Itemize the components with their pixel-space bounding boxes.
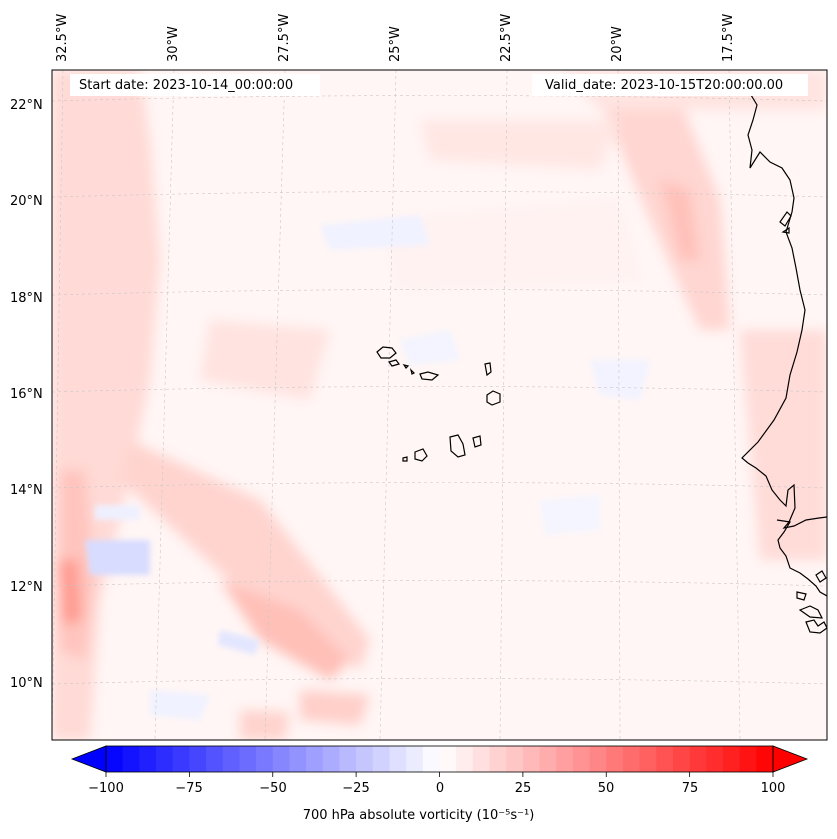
colorbar-label: 700 hPa absolute vorticity (10⁻⁵s⁻¹) (302, 808, 535, 823)
colorbar-bin (156, 746, 174, 772)
colorbar-bin (439, 746, 457, 772)
colorbar-bin (689, 746, 707, 772)
colorbar-bin (672, 746, 691, 772)
colorbar-bin (406, 746, 424, 772)
colorbar-bin (356, 746, 374, 772)
colorbar-bin (139, 746, 157, 772)
colorbar-max-extension (772, 745, 809, 773)
colorbar-tick-label: −100 (88, 781, 124, 796)
lat-label-16n: 16°N (10, 387, 43, 402)
colorbar-bin (189, 746, 207, 772)
colorbar-bin (422, 746, 441, 772)
african-coastline (741, 94, 827, 634)
colorbar (70, 745, 809, 777)
colorbar-bin (122, 746, 140, 772)
colorbar-bin (556, 746, 574, 772)
lon-label-22-5w: 22.5°W (499, 13, 514, 62)
colorbar-tick-label: 50 (597, 781, 615, 796)
colorbar-bins (106, 746, 774, 772)
lat-label-20n: 20°N (10, 194, 43, 209)
colorbar-bin (456, 746, 474, 772)
colorbar-bin (622, 746, 641, 772)
colorbar-tick-label: −50 (259, 781, 287, 796)
colorbar-ticks (105, 772, 774, 777)
colorbar-bin (739, 746, 757, 772)
map-background (52, 70, 827, 740)
map-frame (51, 69, 828, 741)
colorbar-bin (522, 746, 541, 772)
colorbar-bin (572, 746, 591, 772)
colorbar-bin (489, 746, 507, 772)
colorbar-bin (289, 746, 307, 772)
colorbar-bin (722, 746, 741, 772)
colorbar-bin (372, 746, 391, 772)
colorbar-bin (272, 746, 291, 772)
lon-label-17-5w: 17.5°W (721, 13, 736, 62)
colorbar-bin (639, 746, 657, 772)
lat-label-12n: 12°N (10, 580, 43, 595)
lon-label-25w: 25°W (388, 26, 403, 62)
map-panel (52, 70, 827, 740)
lat-label-14n: 14°N (10, 483, 43, 498)
colorbar-bin (506, 746, 524, 772)
negative-vorticity-patches (85, 215, 650, 720)
colorbar-min-extension (70, 745, 107, 773)
colorbar-tick-label: −75 (175, 781, 203, 796)
lon-label-32-5w: 32.5°W (55, 13, 70, 62)
colorbar-bin (106, 746, 124, 772)
lon-label-30w: 30°W (166, 26, 181, 62)
valid-date-label: Valid_date: 2023-10-15T20:00:00.00 (545, 78, 784, 93)
colorbar-tick-label: 0 (435, 781, 445, 796)
start-date-label: Start date: 2023-10-14_00:00:00 (79, 78, 294, 93)
cape-verde-islands (376, 346, 501, 462)
lat-label-22n: 22°N (10, 98, 43, 113)
lat-label-10n: 10°N (10, 676, 43, 691)
colorbar-bin (656, 746, 674, 772)
colorbar-bin (306, 746, 324, 772)
colorbar-bin (706, 746, 724, 772)
colorbar-bin (206, 746, 224, 772)
colorbar-bin (472, 746, 491, 772)
colorbar-bin (322, 746, 341, 772)
colorbar-bin (589, 746, 607, 772)
graticule (52, 70, 827, 740)
colorbar-bin (539, 746, 557, 772)
colorbar-bin (239, 746, 257, 772)
lat-label-18n: 18°N (10, 291, 43, 306)
colorbar-tick-label: 25 (514, 781, 532, 796)
colorbar-tick-label: −25 (342, 781, 370, 796)
colorbar-tick-label: 75 (681, 781, 699, 796)
colorbar-bin (389, 746, 407, 772)
valid-date-box (532, 74, 808, 96)
colorbar-bin (172, 746, 190, 772)
colorbar-tick-label: 100 (760, 781, 786, 796)
colorbar-bin (756, 746, 774, 772)
lon-label-20w: 20°W (610, 26, 625, 62)
start-date-box (70, 74, 320, 96)
colorbar-bin (256, 746, 274, 772)
colorbar-bin (222, 746, 241, 772)
colorbar-bin (339, 746, 357, 772)
colorbar-bin (606, 746, 624, 772)
lon-label-27-5w: 27.5°W (277, 13, 292, 62)
